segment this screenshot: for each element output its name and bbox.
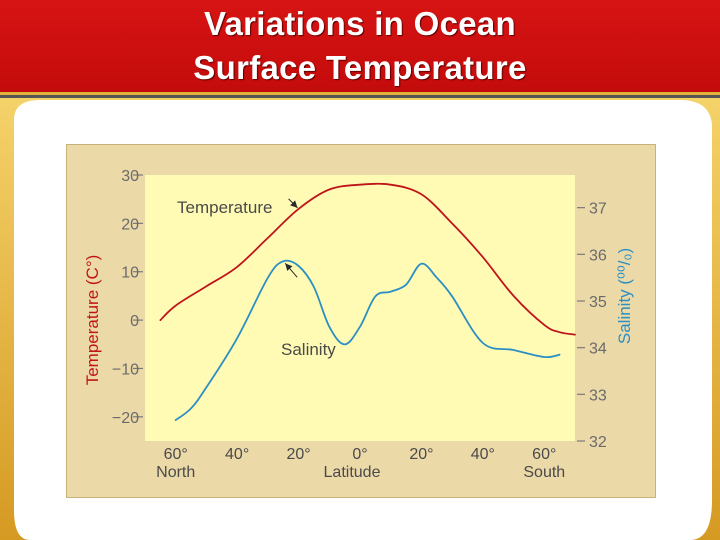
temperature-annotation-arrowhead	[290, 200, 298, 208]
latitude-tick-label: 0°	[352, 446, 367, 463]
salinity-annotation-label: Salinity	[281, 340, 336, 359]
latitude-tick-label: 20°	[409, 446, 433, 463]
salinity-tick-label: 33	[589, 387, 607, 404]
axes-layer: 30 20 10 0 −10 −20 Temperature (C°) 37 36 35 34 33 3…	[83, 168, 634, 481]
series-layer	[159, 182, 576, 421]
x-axis-title: Latitude	[324, 464, 381, 481]
latitude-tick-label: 40°	[471, 446, 495, 463]
temperature-tick-label: 30	[121, 168, 139, 185]
salinity-tick-label: 32	[589, 434, 607, 451]
temperature-axis-label: Temperature (C°)	[83, 255, 102, 386]
latitude-tick-label: 60°	[532, 446, 556, 463]
salinity-axis-label: Salinity (⁰⁰/₀)	[615, 248, 634, 344]
hemisphere-label-north: North	[156, 464, 195, 481]
temperature-tick-label: 10	[121, 265, 139, 282]
labels-layer: Temperature Salinity	[177, 198, 336, 359]
slide-title-line-1: Variations in Ocean	[204, 5, 516, 42]
temperature-tick-label: −10	[112, 361, 139, 378]
title-bar: Variations in Ocean Surface Temperature	[0, 0, 720, 95]
latitude-tick-label: 40°	[225, 446, 249, 463]
plot-area	[145, 175, 575, 441]
salinity-tick-label: 36	[589, 247, 607, 264]
temperature-tick-label: 0	[130, 313, 139, 330]
slide-title-line-2: Surface Temperature	[193, 49, 527, 86]
temperature-tick-label: −20	[112, 410, 139, 427]
temperature-tick-label: 20	[121, 216, 139, 233]
salinity-annotation-arrowhead	[285, 263, 293, 271]
temperature-annotation-label: Temperature	[177, 198, 272, 217]
salinity-tick-label: 37	[589, 201, 607, 218]
chart-card: 30 20 10 0 −10 −20 Temperature (C°) 37 36 35 34 33 3…	[66, 144, 656, 498]
salinity-tick-label: 34	[589, 341, 607, 358]
salinity-tick-label: 35	[589, 294, 607, 311]
hemisphere-label-south: South	[523, 464, 565, 481]
temperature-series-line	[159, 182, 576, 336]
latitude-tick-label: 60°	[164, 446, 188, 463]
ocean-temperature-salinity-chart: 30 20 10 0 −10 −20 Temperature (C°) 37 36 35 34 33 3…	[83, 168, 634, 481]
salinity-series-line	[174, 259, 561, 421]
latitude-tick-label: 20°	[286, 446, 310, 463]
